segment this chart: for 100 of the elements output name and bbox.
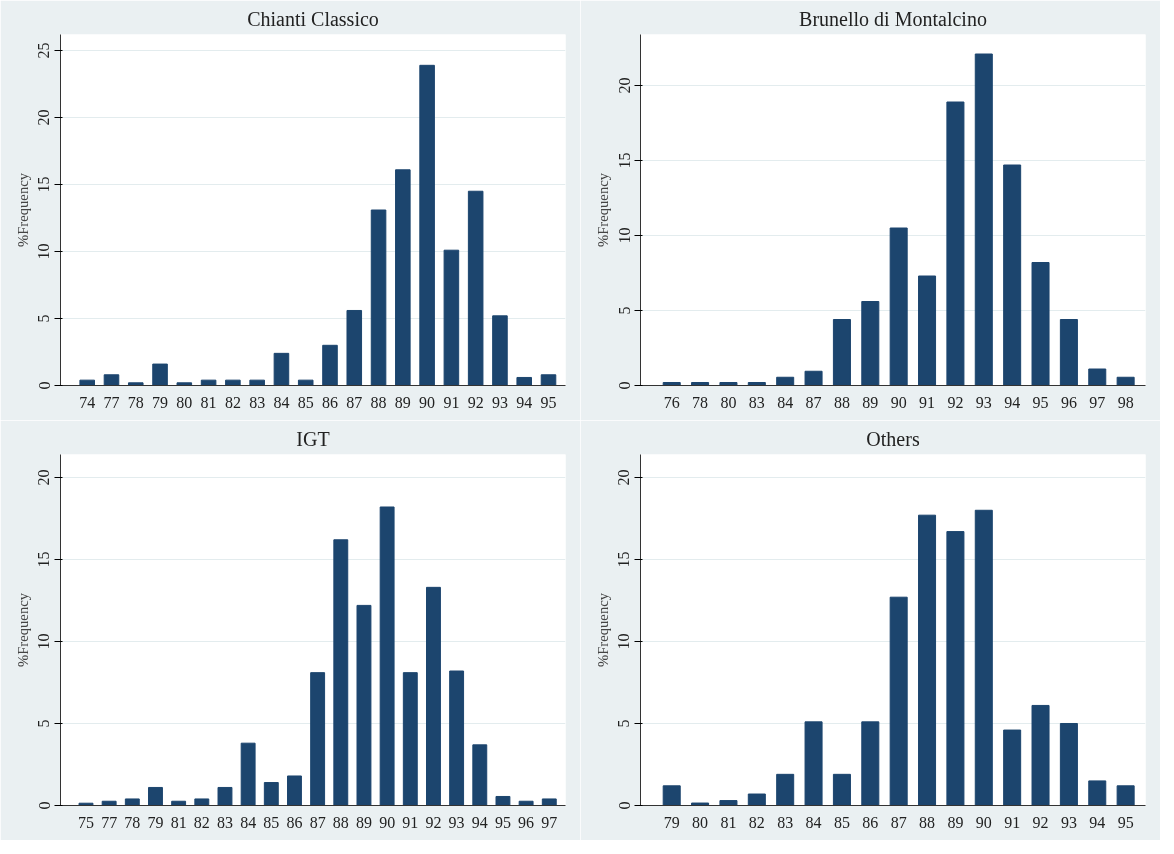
x-tick-label: 94 xyxy=(1089,813,1106,831)
x-tick-label: 88 xyxy=(919,813,936,831)
x-tick-label: 83 xyxy=(249,393,266,411)
x-tick-label: 82 xyxy=(224,393,241,411)
x-tick-label: 77 xyxy=(103,393,120,411)
x-tick-label: 88 xyxy=(833,393,850,411)
x-tick-label: 76 xyxy=(663,393,680,411)
x-tick-label: 83 xyxy=(777,813,794,831)
y-tick-label: 25 xyxy=(35,42,53,59)
x-tick-label: 93 xyxy=(491,393,508,411)
x-tick-label: 98 xyxy=(1117,393,1134,411)
y-tick-label: 15 xyxy=(35,551,53,568)
x-tick-label: 84 xyxy=(273,393,290,411)
x-tick-label: 95 xyxy=(1117,813,1134,831)
x-tick-label: 79 xyxy=(147,813,164,831)
x-tick-label: 85 xyxy=(263,813,280,831)
y-tick-label: 5 xyxy=(615,306,633,315)
x-tick-label: 88 xyxy=(370,393,387,411)
chart-title: IGT xyxy=(296,427,330,450)
x-tick-label: 94 xyxy=(516,393,533,411)
chart-title: Brunello di Montalcino xyxy=(799,7,987,30)
x-tick-label: 91 xyxy=(402,813,419,831)
x-tick-label: 94 xyxy=(1004,393,1021,411)
x-tick-label: 90 xyxy=(975,813,992,831)
x-tick-label: 81 xyxy=(170,813,187,831)
x-tick-label: 85 xyxy=(297,393,314,411)
y-tick-label: 0 xyxy=(35,801,53,810)
y-axis-title: %Frequency xyxy=(14,592,31,668)
x-tick-label: 92 xyxy=(947,393,964,411)
x-tick-label: 78 xyxy=(127,393,144,411)
x-tick-label: 92 xyxy=(467,393,484,411)
x-tick-label: 86 xyxy=(862,813,879,831)
x-tick-label: 96 xyxy=(1060,393,1077,411)
y-tick-label: 20 xyxy=(35,109,53,126)
x-tick-label: 90 xyxy=(890,393,907,411)
x-tick-label: 80 xyxy=(720,393,737,411)
x-tick-label: 84 xyxy=(805,813,822,831)
x-tick-label: 94 xyxy=(471,813,488,831)
x-tick-label: 92 xyxy=(425,813,442,831)
y-tick-label: 10 xyxy=(35,243,53,260)
y-tick-label: 20 xyxy=(35,469,53,486)
y-tick-label: 15 xyxy=(615,152,633,169)
x-tick-label: 89 xyxy=(355,813,372,831)
x-tick-label: 87 xyxy=(309,813,326,831)
x-tick-label: 93 xyxy=(448,813,465,831)
x-tick-label: 82 xyxy=(193,813,210,831)
x-tick-label: 83 xyxy=(216,813,233,831)
x-tick-label: 78 xyxy=(692,393,709,411)
x-tick-label: 89 xyxy=(947,813,964,831)
x-tick-label: 96 xyxy=(518,813,535,831)
y-tick-label: 10 xyxy=(35,633,53,650)
y-tick-label: 5 xyxy=(615,719,633,728)
x-tick-label: 93 xyxy=(975,393,992,411)
x-tick-label: 87 xyxy=(805,393,822,411)
y-tick-label: 0 xyxy=(615,801,633,810)
y-axis-title: %Frequency xyxy=(594,172,611,248)
x-tick-label: 78 xyxy=(124,813,141,831)
x-tick-label: 91 xyxy=(443,393,460,411)
x-tick-label: 91 xyxy=(919,393,936,411)
x-tick-label: 81 xyxy=(200,393,217,411)
y-tick-label: 0 xyxy=(35,381,53,390)
x-tick-label: 97 xyxy=(541,813,558,831)
x-tick-label: 82 xyxy=(748,813,765,831)
x-tick-label: 91 xyxy=(1004,813,1021,831)
x-tick-label: 86 xyxy=(286,813,303,831)
x-tick-label: 88 xyxy=(332,813,349,831)
x-tick-label: 90 xyxy=(379,813,396,831)
x-tick-label: 90 xyxy=(419,393,436,411)
y-axis-title: %Frequency xyxy=(594,592,611,668)
x-tick-label: 83 xyxy=(748,393,765,411)
x-tick-label: 81 xyxy=(720,813,737,831)
x-tick-label: 84 xyxy=(240,813,257,831)
y-tick-label: 15 xyxy=(615,551,633,568)
x-tick-label: 85 xyxy=(833,813,850,831)
x-tick-label: 79 xyxy=(152,393,169,411)
chart-title: Chianti Classico xyxy=(247,7,379,30)
x-tick-label: 97 xyxy=(1089,393,1106,411)
x-tick-label: 95 xyxy=(494,813,511,831)
x-tick-label: 80 xyxy=(176,393,193,411)
y-tick-label: 20 xyxy=(615,469,633,486)
x-tick-label: 84 xyxy=(777,393,794,411)
y-tick-label: 5 xyxy=(35,314,53,323)
x-tick-label: 74 xyxy=(79,393,96,411)
y-tick-label: 10 xyxy=(615,633,633,650)
x-tick-label: 87 xyxy=(890,813,907,831)
x-tick-label: 79 xyxy=(663,813,680,831)
x-tick-label: 95 xyxy=(540,393,557,411)
x-tick-label: 92 xyxy=(1032,813,1049,831)
y-tick-label: 0 xyxy=(615,381,633,390)
y-axis-title: %Frequency xyxy=(14,172,31,248)
x-tick-label: 93 xyxy=(1060,813,1077,831)
x-tick-label: 89 xyxy=(394,393,411,411)
y-tick-label: 5 xyxy=(35,719,53,728)
y-tick-label: 20 xyxy=(615,77,633,94)
x-tick-label: 86 xyxy=(322,393,338,411)
x-tick-label: 75 xyxy=(77,813,94,831)
x-tick-label: 87 xyxy=(346,393,363,411)
x-tick-label: 95 xyxy=(1032,393,1049,411)
x-tick-label: 77 xyxy=(101,813,118,831)
x-tick-label: 89 xyxy=(862,393,879,411)
